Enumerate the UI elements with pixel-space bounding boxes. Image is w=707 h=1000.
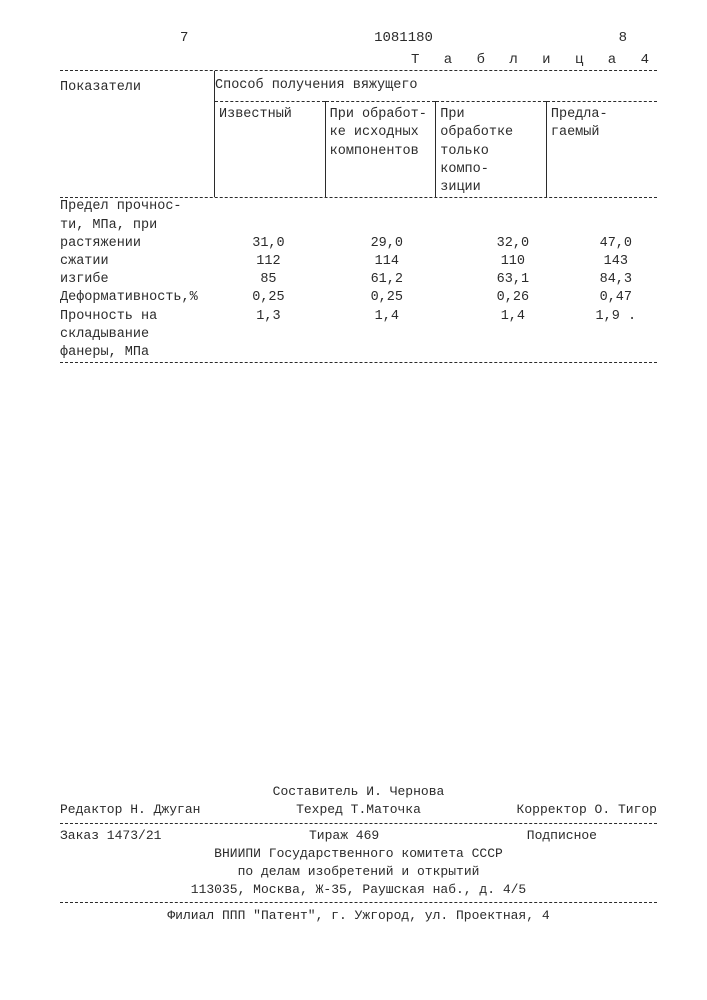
row-label: Прочность на складывание фанеры, МПа [60,308,214,363]
subheader-proposed: Предла- гаемый [551,107,608,140]
cell-value: 1,9 . [575,308,657,363]
cell-value: 0,26 [451,289,575,307]
table-row: Предел прочнос- ти, МПа, при [60,198,657,234]
page-col-left: 7 [180,30,188,46]
cell-value: 85 [214,271,322,289]
table-row: Деформативность,%0,250,250,260,47 [60,289,657,307]
cell-value: 84,3 [575,271,657,289]
table-row: Прочность на складывание фанеры, МПа1,31… [60,308,657,363]
cell-value: 29,0 [322,235,451,253]
cell-value: 47,0 [575,235,657,253]
data-table: Показатели Способ получения вяжущего Изв… [60,71,657,197]
cell-value: 1,4 [322,308,451,363]
table-caption: Т а б л и ц а 4 [60,52,657,68]
cell-value: 0,47 [575,289,657,307]
cell-value: 63,1 [451,271,575,289]
rule [60,823,657,824]
cell-value: 112 [214,253,322,271]
corrector: Корректор О. Тигор [517,801,657,819]
cell-value: 0,25 [322,289,451,307]
cell-value [214,198,322,234]
subheader-original-components: При обработ- ке исходных компонентов [330,107,427,158]
page-col-right: 8 [619,30,627,46]
org-line-2: по делам изобретений и открытий [238,864,480,879]
row-label: сжатии [60,253,214,271]
cell-value: 1,3 [214,308,322,363]
table-row: растяжении31,029,032,047,0 [60,235,657,253]
print-run: Тираж 469 [309,827,379,845]
rule [60,902,657,903]
cell-value [451,198,575,234]
subheader-known: Известный [219,107,292,122]
row-label: растяжении [60,235,214,253]
table-row: изгибе8561,263,184,3 [60,271,657,289]
cell-value: 32,0 [451,235,575,253]
subheader-only-composition: При обработке только компо- зиции [440,107,513,195]
order-number: Заказ 1473/21 [60,827,161,845]
org-line-1: ВНИИПИ Государственного комитета СССР [214,846,503,861]
cell-value: 0,25 [214,289,322,307]
row-label: Предел прочнос- ти, МПа, при [60,198,214,234]
rule [60,362,657,363]
row-label: изгибе [60,271,214,289]
cell-value [322,198,451,234]
cell-value [575,198,657,234]
compiler: Составитель И. Чернова [273,784,445,799]
subscription: Подписное [527,827,657,845]
col-header-indicator: Показатели [60,80,141,95]
cell-value: 31,0 [214,235,322,253]
page-root: 7 1081180 8 Т а б л и ц а 4 Показатели С… [0,0,707,1000]
cell-value: 1,4 [451,308,575,363]
document-number: 1081180 [374,30,433,46]
tech-editor: Техред Т.Маточка [296,801,421,819]
row-label: Деформативность,% [60,289,214,307]
cell-value: 143 [575,253,657,271]
header-row: 7 1081180 8 [60,30,657,46]
table-row: сжатии112114110143 [60,253,657,271]
branch-address: Филиал ППП "Патент", г. Ужгород, ул. Про… [167,908,549,923]
editor: Редактор Н. Джуган [60,801,200,819]
address: 113035, Москва, Ж-35, Раушская наб., д. … [191,882,526,897]
cell-value: 114 [322,253,451,271]
colophon: Составитель И. Чернова Редактор Н. Джуга… [60,783,657,925]
table-body: Предел прочнос- ти, МПа, прирастяжении31… [60,198,657,362]
cell-value: 61,2 [322,271,451,289]
cell-value: 110 [451,253,575,271]
group-header: Способ получения вяжущего [215,78,418,93]
